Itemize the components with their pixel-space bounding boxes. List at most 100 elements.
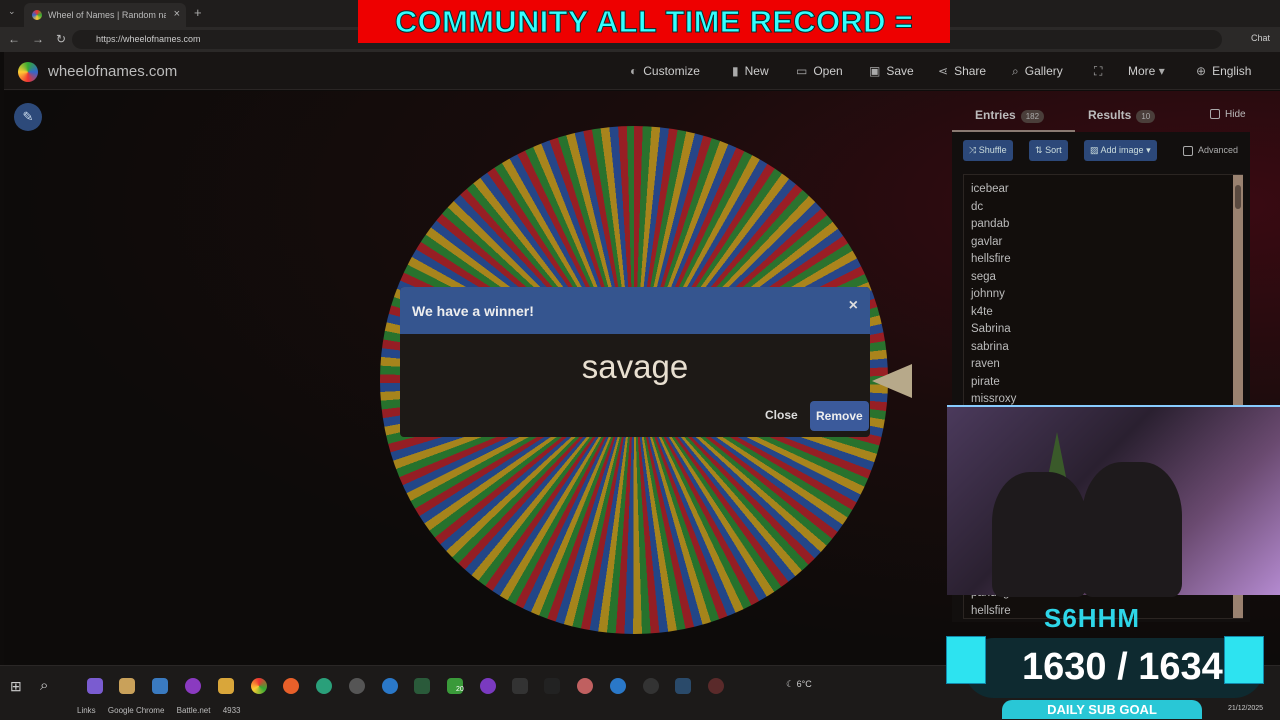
reload-icon[interactable]: ↻ (56, 32, 67, 46)
new-button[interactable]: ▮ New (732, 64, 769, 78)
back-icon[interactable]: ← (8, 32, 20, 46)
favicon-icon (32, 10, 42, 20)
share-icon: ⋖ (938, 64, 949, 78)
remove-button[interactable]: Remove (810, 401, 869, 431)
close-tab-icon[interactable]: × (173, 8, 180, 20)
record-banner: COMMUNITY ALL TIME RECORD = 1625 (358, 0, 950, 83)
file-icon: ▮ (732, 64, 739, 78)
app-icon[interactable] (643, 678, 659, 694)
app-icon[interactable] (480, 678, 496, 694)
gallery-button[interactable]: ⌕ Gallery (1012, 64, 1063, 78)
list-item: Sabrina (971, 323, 1011, 335)
shuffle-icon: ⤨ (969, 145, 977, 155)
shuffle-button[interactable]: ⤨ Shuffle (963, 140, 1013, 161)
forward-icon[interactable]: → (32, 32, 44, 46)
battlenet-icon[interactable] (382, 678, 398, 694)
outlook-icon[interactable] (152, 678, 168, 694)
chrome-icon[interactable] (251, 678, 267, 694)
results-count: 10 (1136, 110, 1156, 123)
image-icon: ▨ (1090, 145, 1099, 155)
browser-tab[interactable]: Wheel of Names | Random name ... × (24, 3, 186, 27)
dialog-title: We have a winner! (412, 303, 534, 319)
edit-pencil-icon[interactable]: ✎ (14, 103, 42, 131)
goal-count: 1630 / 1634 (1022, 646, 1223, 688)
close-button[interactable]: Close (765, 408, 798, 422)
new-tab-icon[interactable]: + (194, 5, 202, 20)
logo-icon (18, 62, 38, 82)
hide-checkbox[interactable]: Hide (1210, 109, 1246, 120)
save-button[interactable]: ▣ Save (869, 64, 914, 78)
app-icon[interactable] (610, 678, 626, 694)
list-item: dc (971, 200, 984, 213)
list-item: sabrina (971, 340, 1009, 353)
entries-scrollbar[interactable] (1233, 175, 1243, 618)
active-tab-underline (952, 130, 1075, 132)
steam-icon[interactable] (675, 678, 691, 694)
firefox-icon[interactable] (283, 678, 299, 694)
search-icon: ⌕ (1012, 64, 1019, 78)
gift-icon (1224, 636, 1264, 684)
more-button[interactable]: More ▾ (1128, 64, 1165, 78)
tab-title: Wheel of Names | Random name ... (48, 10, 166, 20)
palette-icon: ◐ (630, 64, 638, 78)
open-button[interactable]: ▭ Open (796, 64, 843, 78)
customize-button[interactable]: ◐ Customize (630, 64, 700, 78)
chat-button[interactable]: Chat (1250, 33, 1270, 43)
fullscreen-button[interactable]: ⛶ (1094, 64, 1108, 79)
list-item: johnny (971, 288, 1005, 300)
entries-count: 182 (1020, 110, 1045, 123)
tab-entries[interactable]: Entries 182 (975, 108, 1045, 123)
tab-results[interactable]: Results 10 (1088, 108, 1156, 123)
weather-widget[interactable]: ☾ 6°C (786, 679, 812, 689)
add-image-button[interactable]: ▨ Add image ▾ (1084, 140, 1157, 161)
store-icon[interactable] (119, 678, 135, 694)
streamer-left (992, 472, 1087, 597)
globe-icon: ⊕ (1196, 64, 1207, 78)
list-item: hellsfire (971, 253, 1011, 265)
app-icon[interactable] (544, 678, 560, 694)
wheel-pointer-icon (872, 364, 912, 398)
folder-icon: ▭ (796, 64, 808, 78)
tab-list-icon[interactable]: ⌄ (8, 6, 16, 16)
list-item: sega (971, 270, 996, 283)
xbox-icon[interactable]: 20 (447, 678, 464, 694)
winner-name: savage (581, 348, 689, 385)
app-icon[interactable] (414, 678, 430, 694)
app-navbar: wheelofnames.com ◐ Customize ▮ New ▭ Open ▣… (4, 52, 1280, 90)
sort-button[interactable]: ⇅ Sort (1029, 140, 1068, 161)
winner-dialog: We have a winner! × savage (400, 287, 870, 437)
list-item: hellsfire (971, 604, 1011, 617)
fullscreen-icon: ⛶ (1094, 64, 1103, 78)
close-icon[interactable]: × (848, 297, 858, 314)
site-name[interactable]: wheelofnames.com (48, 63, 178, 80)
clock-date[interactable]: 21/12/2025 (1228, 705, 1264, 712)
panel-tabs: Entries 182 Results 10 Hide (950, 100, 1250, 130)
chevron-down-icon: ▾ (1158, 64, 1165, 78)
edge-icon[interactable] (316, 678, 332, 694)
sort-icon: ⇅ (1035, 145, 1043, 155)
language-button[interactable]: ⊕ English (1196, 64, 1252, 78)
list-item: gavlar (971, 235, 1003, 248)
list-item: k4te (971, 305, 993, 318)
list-item: icebear (971, 183, 1009, 195)
sub-goal-widget: S6HHM 1630 / 1634 DAILY SUB GOAL (944, 600, 1280, 720)
webcam-overlay (947, 405, 1280, 597)
list-item: missroxy (971, 393, 1017, 405)
search-icon[interactable]: ⌕ (40, 677, 49, 694)
copilot-icon[interactable] (87, 678, 103, 694)
streamer-right (1082, 462, 1182, 597)
app-icon[interactable] (577, 678, 593, 694)
obs-icon[interactable] (349, 678, 365, 694)
save-icon: ▣ (869, 64, 881, 78)
app-icon[interactable] (512, 678, 528, 694)
moon-icon: ☾ (786, 679, 795, 689)
goal-label: DAILY SUB GOAL (1002, 700, 1202, 719)
share-button[interactable]: ⋖ Share (938, 64, 987, 78)
app-icon[interactable] (185, 678, 201, 694)
advanced-checkbox[interactable]: Advanced (1183, 145, 1238, 156)
windows-start-icon[interactable]: ⊞ (10, 678, 22, 694)
goal-name: S6HHM (1044, 603, 1141, 633)
chevron-down-icon: ▾ (1146, 145, 1151, 155)
file-explorer-icon[interactable] (218, 678, 234, 694)
media-icon[interactable] (708, 678, 724, 694)
